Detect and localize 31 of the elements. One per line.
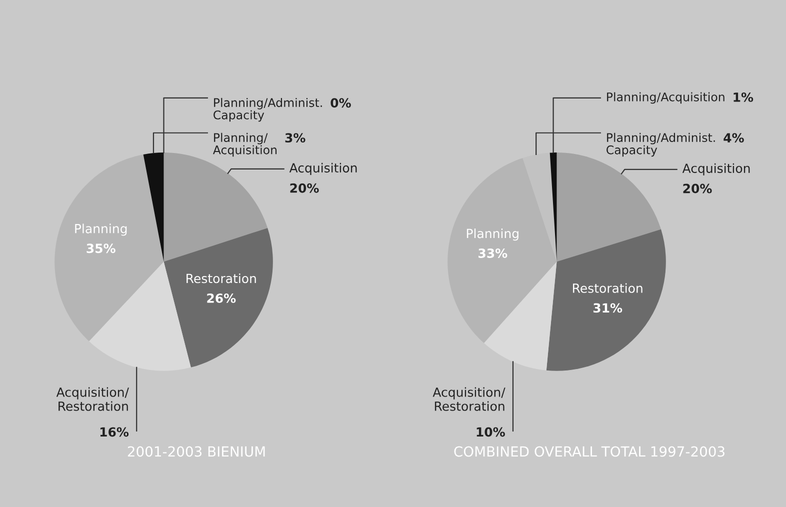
- slice-label: Acquisition/ Restoration: [432, 387, 506, 411]
- pie-slice: [448, 158, 557, 344]
- slice-label: Restoration: [573, 283, 642, 293]
- data-label: 4%: [724, 133, 744, 143]
- slice-label: Planning/Acquisition: [607, 92, 724, 104]
- data-label: 20%: [290, 183, 319, 193]
- slice-label: Planning/ Acquisition: [212, 132, 277, 157]
- data-label: 35%: [86, 244, 116, 254]
- pie-slice: [522, 152, 557, 262]
- data-label: 31%: [593, 303, 622, 313]
- pie-slice: [484, 262, 557, 370]
- slice-label: Acquisition/ Restoration: [56, 387, 129, 411]
- data-label: 26%: [207, 293, 236, 303]
- data-label: 33%: [478, 248, 508, 258]
- pie-slice: [164, 228, 273, 368]
- category-label: Planning/Administ. Capacity: [214, 98, 322, 122]
- pie-slice: [143, 152, 164, 262]
- data-label: 1%: [734, 92, 754, 102]
- data-label: 16%: [100, 427, 129, 437]
- text: 0%: [330, 98, 351, 108]
- slice-label: Acquisition: [682, 163, 750, 176]
- data-label: 10%: [476, 427, 505, 437]
- slice-label: Planning: [75, 224, 127, 236]
- slice-label: Planning/Administ. Capacity: [606, 132, 715, 157]
- data-label: 3%: [285, 133, 306, 143]
- pie-slice: [546, 229, 666, 371]
- pie-slice: [54, 154, 164, 342]
- slice-label: Acquisition: [289, 162, 357, 176]
- data-label: 20%: [683, 184, 712, 194]
- slice-label: Restoration: [186, 274, 256, 284]
- slice-label: Planning: [466, 228, 518, 241]
